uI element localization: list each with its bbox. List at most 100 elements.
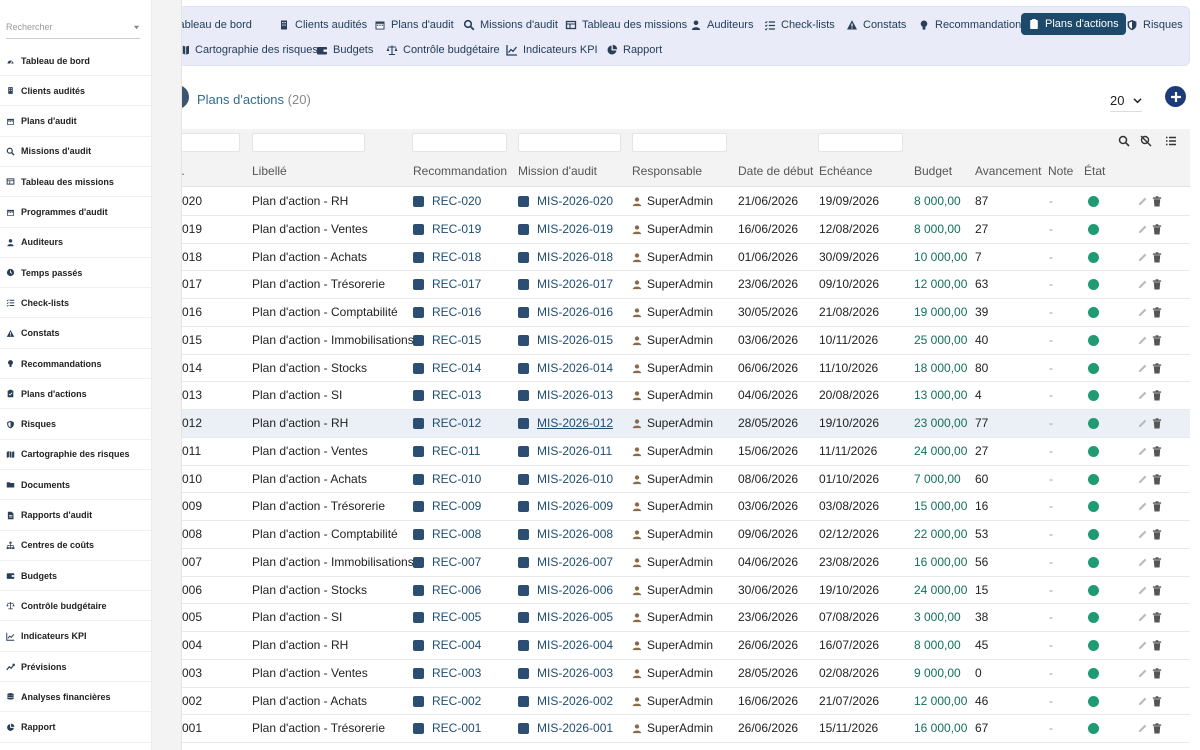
edit-icon[interactable]	[1137, 390, 1148, 401]
edit-icon[interactable]	[1137, 640, 1148, 651]
sidebar-item-constats[interactable]: Constats	[0, 319, 151, 349]
filter-input-recommandation[interactable]	[412, 133, 507, 152]
edit-icon[interactable]	[1137, 363, 1148, 374]
trash-icon[interactable]	[1152, 362, 1162, 374]
mission-link[interactable]: MIS-2026-012	[518, 410, 613, 437]
column-header-ref[interactable]: f.	[178, 164, 185, 178]
table-row[interactable]: -014 Plan d'action - Stocks REC-014 MIS-202…	[165, 355, 1190, 383]
recommendation-link[interactable]: REC-010	[413, 466, 481, 493]
mission-link[interactable]: MIS-2026-003	[518, 660, 613, 687]
trash-icon[interactable]	[1152, 446, 1162, 457]
column-header-avancement[interactable]: Avancement	[975, 164, 1042, 178]
mission-link[interactable]: MIS-2026-007	[518, 549, 613, 576]
mission-link[interactable]: MIS-2026-018	[518, 244, 613, 271]
trash-icon[interactable]	[1152, 418, 1162, 429]
tab-recommandations[interactable]: Recommandations	[918, 14, 1027, 36]
sidebar-item-rapports-d-audit[interactable]: Rapports d'audit	[0, 501, 151, 531]
sidebar-item-centres-de-couts[interactable]: Centres de coûts	[0, 531, 151, 561]
mission-link[interactable]: MIS-2026-011	[518, 438, 612, 465]
column-header-date-debut[interactable]: Date de début	[738, 164, 814, 178]
recommendation-link[interactable]: REC-007	[413, 549, 481, 576]
column-header-note[interactable]: Note	[1048, 164, 1074, 178]
edit-icon[interactable]	[1137, 612, 1148, 623]
trash-icon[interactable]	[1152, 529, 1162, 540]
sidebar-item-auditeurs[interactable]: Auditeurs	[0, 228, 151, 258]
trash-icon[interactable]	[1152, 695, 1162, 707]
mission-link[interactable]: MIS-2026-020	[518, 188, 613, 215]
filter-input-libelle[interactable]	[252, 133, 365, 152]
table-row[interactable]: -007 Plan d'action - Immobilisations REC-0…	[165, 549, 1190, 577]
filter-input-mission[interactable]	[518, 133, 621, 152]
sidebar-item-recommandations[interactable]: Recommandations	[0, 349, 151, 379]
table-row[interactable]: -004 Plan d'action - RH REC-004 MIS-2026-00…	[165, 632, 1190, 660]
tab-auditeurs[interactable]: Auditeurs	[690, 14, 753, 36]
page-size-select[interactable]: 20	[1110, 89, 1142, 112]
sidebar-item-budgets[interactable]: Budgets	[0, 561, 151, 592]
trash-icon[interactable]	[1152, 251, 1162, 263]
mission-link[interactable]: MIS-2026-016	[518, 299, 613, 326]
edit-icon[interactable]	[1137, 585, 1148, 596]
edit-icon[interactable]	[1137, 696, 1148, 707]
table-row[interactable]: -016 Plan d'action - Comptabilité REC-016 M…	[165, 299, 1190, 327]
trash-icon[interactable]	[1152, 723, 1162, 734]
trash-icon[interactable]	[1152, 557, 1162, 568]
table-row[interactable]: -013 Plan d'action - SI REC-013 MIS-2026-01…	[165, 382, 1190, 410]
mission-link[interactable]: MIS-2026-001	[518, 715, 613, 742]
table-row[interactable]: -006 Plan d'action - Stocks REC-006 MIS-202…	[165, 577, 1190, 605]
sidebar-item-rapport[interactable]: Rapport	[0, 713, 151, 743]
sidebar-item-risques[interactable]: Risques	[0, 410, 151, 440]
recommendation-link[interactable]: REC-011	[413, 438, 480, 465]
clear-filter-icon[interactable]	[1140, 135, 1152, 147]
sidebar-item-tableau-de-bord[interactable]: Tableau de bord	[0, 46, 151, 76]
trash-icon[interactable]	[1152, 335, 1162, 346]
column-header-mission[interactable]: Mission d'audit	[518, 164, 597, 178]
trash-icon[interactable]	[1152, 584, 1162, 596]
search-icon[interactable]	[1118, 135, 1130, 147]
mission-link[interactable]: MIS-2026-013	[518, 382, 613, 409]
column-header-recommandation[interactable]: Recommandation	[413, 164, 508, 178]
trash-icon[interactable]	[1152, 224, 1162, 235]
edit-icon[interactable]	[1137, 501, 1148, 512]
edit-icon[interactable]	[1137, 529, 1148, 540]
tab-cartographie-des-risques[interactable]: Cartographie des risques	[178, 39, 318, 61]
recommendation-link[interactable]: REC-013	[413, 382, 481, 409]
table-row[interactable]: -005 Plan d'action - SI REC-005 MIS-2026-00…	[165, 604, 1190, 632]
sidebar-item-plans-d-actions[interactable]: Plans d'actions	[0, 379, 151, 410]
recommendation-link[interactable]: REC-020	[413, 188, 481, 215]
sidebar-item-analyses-financieres[interactable]: Analyses financières	[0, 682, 151, 713]
sidebar-item-tableau-des-missions[interactable]: Tableau des missions	[0, 167, 151, 198]
tab-check-lists[interactable]: Check-lists	[764, 14, 835, 36]
sidebar-item-documents[interactable]: Documents	[0, 470, 151, 501]
edit-icon[interactable]	[1137, 335, 1148, 346]
edit-icon[interactable]	[1137, 279, 1148, 290]
mission-link[interactable]: MIS-2026-010	[518, 466, 613, 493]
column-header-etat[interactable]: État	[1084, 164, 1106, 178]
table-row[interactable]: -015 Plan d'action - Immobilisations REC-0…	[165, 327, 1190, 355]
recommendation-link[interactable]: REC-006	[413, 577, 481, 604]
tab-clients-audites[interactable]: Clients audités	[278, 14, 367, 36]
tab-budgets[interactable]: Budgets	[316, 39, 373, 61]
sidebar-item-controle-budgetaire[interactable]: Contrôle budgétaire	[0, 591, 151, 622]
edit-icon[interactable]	[1137, 196, 1148, 207]
recommendation-link[interactable]: REC-018	[413, 244, 481, 271]
mission-link[interactable]: MIS-2026-019	[518, 216, 613, 243]
tab-plans-d-actions[interactable]: Plans d'actions	[1021, 13, 1126, 35]
mission-link[interactable]: MIS-2026-004	[518, 632, 613, 659]
column-header-budget[interactable]: Budget	[914, 164, 953, 178]
column-header-responsable[interactable]: Responsable	[632, 164, 703, 178]
sidebar-item-indicateurs-kpi[interactable]: Indicateurs KPI	[0, 622, 151, 652]
sidebar-item-clients-audites[interactable]: Clients audités	[0, 76, 151, 107]
recommendation-link[interactable]: REC-014	[413, 355, 481, 382]
edit-icon[interactable]	[1137, 307, 1148, 318]
mission-link[interactable]: MIS-2026-008	[518, 521, 613, 548]
mission-link[interactable]: MIS-2026-014	[518, 355, 613, 382]
column-header-echeance[interactable]: Echéance	[819, 164, 873, 178]
table-row[interactable]: -017 Plan d'action - Trésorerie REC-017 MIS…	[165, 271, 1190, 299]
edit-icon[interactable]	[1137, 446, 1148, 457]
mission-link[interactable]: MIS-2026-005	[518, 604, 613, 631]
trash-icon[interactable]	[1152, 473, 1162, 485]
trash-icon[interactable]	[1152, 640, 1162, 651]
column-list-icon[interactable]	[1165, 135, 1177, 147]
sidebar-search-input[interactable]: Rechercher	[6, 16, 140, 39]
trash-icon[interactable]	[1152, 390, 1162, 401]
